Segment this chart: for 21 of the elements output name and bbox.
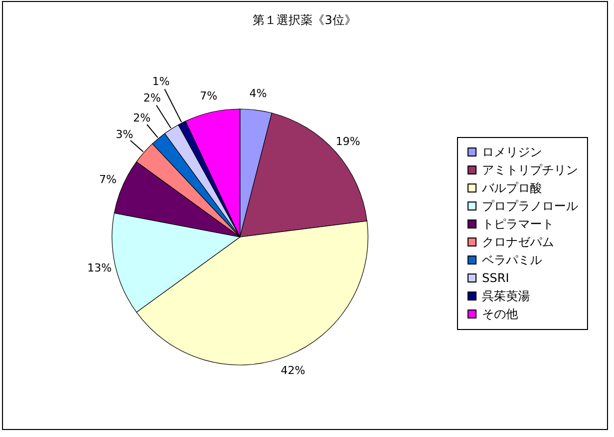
legend-label: ベラパミル (482, 253, 542, 267)
legend-label: プロプラノロール (482, 199, 578, 213)
legend-label: その他 (482, 307, 518, 321)
data-label: 13% (87, 261, 112, 274)
data-label: 4% (249, 87, 267, 100)
data-label: 7% (99, 172, 117, 186)
chart-title: 第１選択薬《3位》 (252, 13, 356, 27)
data-label: 7% (200, 89, 218, 102)
data-label: 2% (133, 111, 151, 124)
legend-label: クロナゼパム (482, 235, 554, 249)
legend-label: アミトリプチリン (482, 163, 578, 177)
data-label: 42% (280, 364, 306, 377)
data-label: 3% (116, 128, 134, 142)
legend-label: ロメリジン (482, 145, 542, 159)
data-label: 1% (152, 74, 170, 88)
legend-label: 呉茱萸湯 (482, 289, 530, 303)
legend-label: SSRI (482, 271, 510, 285)
legend-label: トピラマート (482, 217, 554, 231)
data-label: 19% (336, 134, 360, 148)
data-label: 2% (143, 92, 161, 105)
legend-label: バルプロ酸 (481, 181, 542, 195)
